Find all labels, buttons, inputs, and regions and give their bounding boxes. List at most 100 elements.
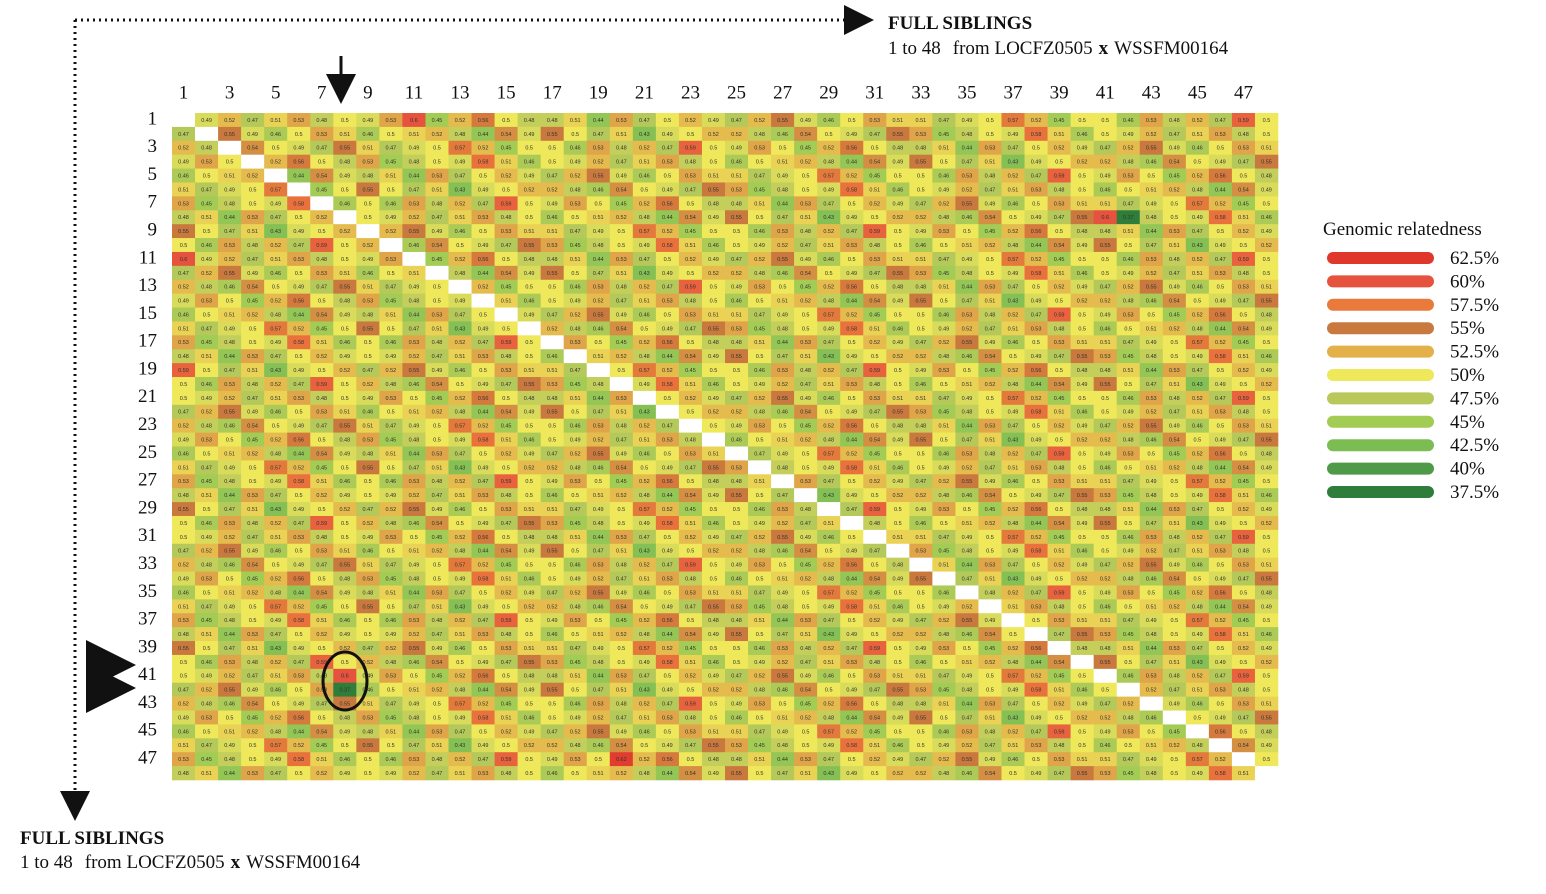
cell-label: 0.44 [478,410,489,416]
cell-label: 0.49 [939,465,950,471]
y-tick-label: 41 [138,664,157,685]
cell-label: 0.5 [641,187,649,193]
cell [817,224,841,239]
cell [172,210,196,225]
cell-label: 0.55 [547,271,558,277]
cell-label: 0.48 [1123,576,1134,582]
cell [241,113,265,128]
cross: x [231,852,241,873]
cell [817,140,841,155]
subheading: 1 to 48 from LOCFZ0505 x WSSFM00164 [888,38,1229,59]
cell [1116,154,1141,169]
cell-label: 0.47 [731,535,742,541]
cell-label: 0.53 [201,576,212,582]
cell-label: 0.47 [178,132,189,138]
cell-label: 0.44 [224,354,235,360]
cell-label: 0.5 [687,132,695,138]
cell [909,126,933,142]
cell-label: 0.5 [272,285,280,291]
cell [1001,182,1025,197]
cell-label: 0.44 [962,563,973,569]
cell-label: 0.52 [1100,160,1111,166]
cell-label: 0.46 [339,618,350,624]
cell-label: 0.48 [455,271,466,277]
cell [609,224,634,239]
cell [1231,196,1256,211]
cell-label: 0.52 [846,173,857,179]
cell-label: 0.53 [1123,312,1134,318]
cell-label: 0.54 [1169,576,1180,582]
cell-label: 0.51 [593,493,604,499]
cell [1254,168,1279,183]
cell-label: 0.59 [1238,674,1249,680]
cell-label: 0.5 [871,424,879,430]
cell-label: 0.46 [1192,702,1203,708]
cell-label: 0.53 [1169,229,1180,235]
cell-label: 0.53 [593,424,604,430]
cell-label: 0.45 [939,271,950,277]
cell-label: 0.46 [339,340,350,346]
cell-label: 0.49 [892,576,903,582]
cell-label: 0.5 [433,438,441,444]
cell [655,196,680,211]
cell-label: 0.52 [685,257,696,263]
cell-label: 0.45 [985,229,996,235]
cell-label: 0.51 [915,674,926,680]
cell-label: 0.47 [224,646,235,652]
cell-label: 0.52 [432,688,443,694]
cell [1116,224,1141,239]
cell [563,154,588,169]
cell [1024,154,1048,169]
cell-label: 0.45 [1054,674,1065,680]
cell-label: 0.5 [341,243,349,249]
cell-label: 0.52 [846,451,857,457]
cell [310,140,334,155]
cell-label: 0.5 [1101,132,1109,138]
cell-label: 0.53 [293,396,304,402]
cell [241,182,265,197]
cell-label: 0.47 [547,729,558,735]
cell [172,140,196,155]
cell-label: 0.57 [270,326,281,332]
cell-label: 0.49 [455,715,466,721]
cell-label: 0.52 [1008,590,1019,596]
cell-label: 0.5 [1078,187,1086,193]
cell-label: 0.47 [247,257,258,263]
cell-label: 0.46 [570,702,581,708]
cell-label: 0.5 [502,674,510,680]
cell-label: 0.53 [1146,118,1157,124]
cell-label: 0.5 [664,173,672,179]
cell-label: 0.58 [478,715,489,721]
cell-label: 0.52 [270,382,281,388]
cell-label: 0.44 [1215,187,1226,193]
cell [287,113,311,128]
cell-label: 0.55 [1077,632,1088,638]
cell-label: 0.49 [547,479,558,485]
cell [379,113,403,128]
cell-label: 0.5 [802,451,810,457]
cell-label: 0.58 [846,604,857,610]
cell-label: 0.49 [985,340,996,346]
cell [632,196,657,211]
cell-label: 0.49 [1146,757,1157,763]
cell-label: 0.5 [226,715,234,721]
cell-label: 0.52 [478,424,489,430]
cell-label: 0.5 [825,549,833,555]
cell-label: 0.45 [1238,618,1249,624]
cell-label: 0.5 [894,382,902,388]
cell-label: 0.44 [846,715,857,721]
cell [932,168,956,183]
cell [517,210,541,225]
cell-label: 0.47 [570,646,581,652]
cell-label: 0.49 [524,688,535,694]
cell-label: 0.51 [270,674,281,680]
x-tick-label: 43 [1142,82,1161,103]
cell [333,238,357,253]
cell-label: 0.48 [800,507,811,513]
cell-label: 0.48 [593,382,604,388]
cell-label: 0.51 [362,424,373,430]
cell-label: 0.51 [1123,229,1134,235]
cell-label: 0.45 [985,507,996,513]
cell-label: 0.48 [639,771,650,777]
cell-label: 0.53 [593,285,604,291]
